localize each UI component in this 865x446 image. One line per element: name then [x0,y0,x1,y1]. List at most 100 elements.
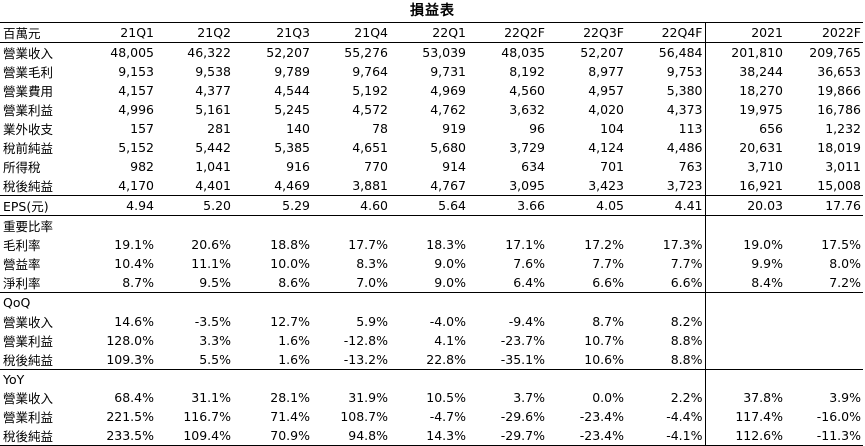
table-cell: 9,153 [118,64,154,79]
table-cell: 46,322 [187,45,231,60]
table-cell: 53,039 [422,45,466,60]
column-header: 21Q4 [312,22,390,43]
table-cell [390,291,468,312]
income-statement-sheet: 損益表 百萬元 21Q1 21Q2 21Q3 21Q4 22Q1 22Q2F 22Q3F 22Q… [0,3,863,446]
row-label: 營業毛利 [3,65,54,80]
table-cell: 17.3% [662,237,703,252]
column-header: 21Q2 [156,22,233,43]
table-cell: 5.29 [233,195,312,216]
table-cell: 2.2% [670,390,703,406]
table-cell: -29.7% [500,428,545,444]
table-cell [626,215,705,235]
table-cell: -35.1% [500,351,545,367]
table-cell: 4,486 [666,140,703,155]
table-cell: 4,544 [274,83,310,98]
table-cell: -23.4% [579,409,624,425]
yoy-heading-row: YoY [0,368,863,389]
table-cell: 5.20 [156,195,233,216]
table-cell: 5,380 [666,83,703,98]
table-cell: -4.4% [666,409,703,425]
table-cell: 4,373 [666,102,703,117]
table-cell: 1,232 [825,121,861,136]
table-cell: 4,020 [588,102,624,117]
table-cell: 20.6% [191,237,231,252]
table-cell: 10.7% [584,332,624,348]
table-cell: 18,019 [817,140,861,155]
table-cell: 6.6% [592,275,624,290]
table-cell: 10.5% [426,390,466,406]
table-cell: 14.6% [114,313,154,329]
table-cell: 8.4% [704,273,785,293]
table-cell [156,291,233,312]
table-cell: 104 [600,121,624,136]
table-cell: 4,170 [118,178,154,193]
table-cell: 14.3% [426,428,466,444]
column-header: 22Q2F [468,22,547,43]
table-cell [233,291,312,312]
table-cell: 3,095 [509,178,545,193]
table-cell: 9,789 [274,64,310,79]
table-cell: -23.7% [500,332,545,348]
table-cell: 914 [442,159,466,174]
table-cell: 5,152 [118,140,154,155]
table-cell: 770 [364,159,388,174]
table-cell: 233.5% [106,428,154,444]
row-label: 營業收入 [3,314,54,330]
income-row: 稅前純益 5,152 5,442 5,385 4,651 5,680 3,729 4,124 4… [0,138,863,157]
table-cell: 4.1% [434,332,466,348]
sheet-title: 損益表 [410,3,455,19]
table-cell: 4.60 [312,195,390,216]
table-cell: 16,921 [704,176,785,196]
table-cell: 20,631 [704,138,785,157]
table-cell [785,312,863,331]
table-cell: 8.8% [670,332,703,348]
table-cell: 18.8% [270,237,310,252]
yoy-row: 稅後純益 233.5% 109.4% 70.9% 94.8% 14.3% -29.7% -23… [0,426,863,446]
table-cell [626,291,705,312]
table-cell: 6.6% [670,275,703,290]
eps-row: EPS(元) 4.94 5.20 5.29 4.60 5.64 3.66 4.05 4.41 20… [0,195,863,216]
yoy-row: 營業利益 221.5% 116.7% 71.4% 108.7% -4.7% -29.6% -2… [0,407,863,427]
column-header: 21Q3 [233,22,312,43]
table-cell: 4.41 [626,195,705,216]
table-cell: 8.7% [122,275,154,290]
table-cell: 5.5% [199,351,231,367]
table-cell: 19,975 [704,100,785,119]
table-cell: 18.3% [426,237,466,252]
table-cell: 78 [372,121,388,136]
table-cell: 9.9% [704,254,785,273]
table-cell: 68.4% [114,390,154,406]
table-cell: 19.1% [114,237,154,252]
income-row: 稅後純益 4,170 4,401 4,469 3,881 4,767 3,095 3,423 3… [0,176,863,196]
table-cell [468,368,547,389]
row-label: EPS(元) [0,195,78,216]
table-cell [78,215,156,235]
table-cell: 28.1% [270,390,310,406]
table-cell: 96 [529,121,545,136]
table-cell: 4.94 [78,195,156,216]
table-cell: -12.8% [343,332,388,348]
table-cell: 15,008 [817,178,861,193]
table-cell: 4,469 [274,178,310,193]
table-cell: -23.4% [579,428,624,444]
table-cell: 5,161 [195,102,231,117]
table-cell [704,368,785,389]
column-header: 2022F [785,22,863,43]
table-cell [312,215,390,235]
table-cell: 116.7% [183,409,231,425]
table-cell: 94.8% [348,428,388,444]
table-cell: 4,401 [195,178,231,193]
row-label: 營業費用 [3,84,54,99]
ratio-row: 營益率 10.4% 11.1% 10.0% 8.3% 9.0% 7.6% 7.7% 7.7% 9.… [0,254,863,273]
table-cell [312,368,390,389]
table-cell: 10.6% [584,351,624,367]
table-cell: 4.05 [547,195,626,216]
table-cell [547,291,626,312]
table-cell: 9,731 [430,64,466,79]
table-cell: 982 [130,159,154,174]
table-cell: 201,810 [704,42,785,62]
qoq-heading-row: QoQ [0,291,863,312]
table-cell: 634 [521,159,545,174]
table-cell: 3,423 [588,178,624,193]
header-row: 百萬元 21Q1 21Q2 21Q3 21Q4 22Q1 22Q2F 22Q3F 22Q4F 20… [0,22,863,43]
